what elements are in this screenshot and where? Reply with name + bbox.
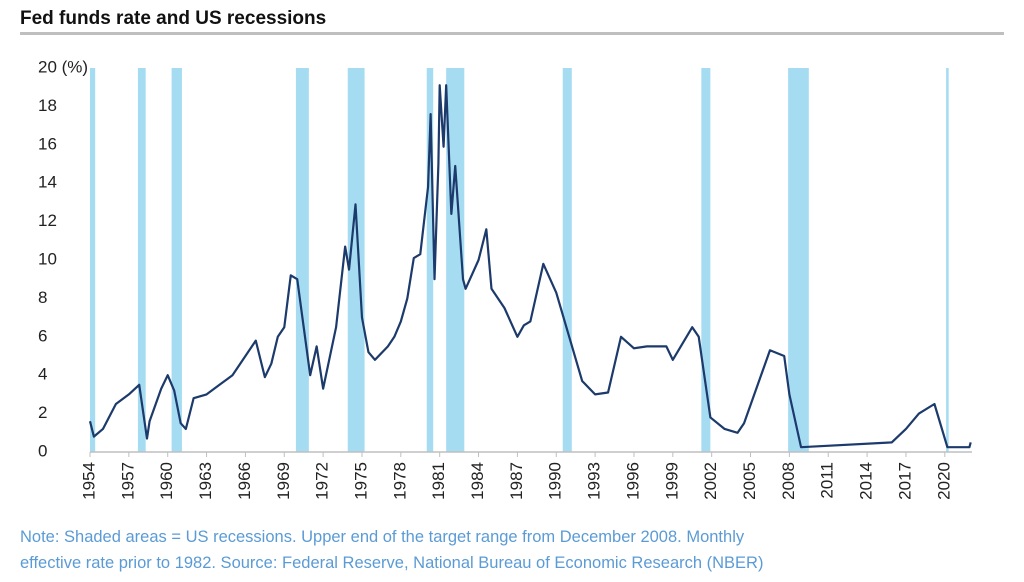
- y-tick-label: 20 (%): [38, 57, 88, 76]
- recession-band: [171, 68, 182, 452]
- chart-title: Fed funds rate and US recessions: [20, 8, 326, 29]
- title-rule: [20, 32, 1004, 35]
- plot: 0 2 4 6 8 10 12 14 16 18 20 (%) 1954 1957 1960 1963 196…: [38, 57, 972, 500]
- y-tick-label: 2: [38, 403, 47, 422]
- y-tick-label: 0: [38, 441, 47, 460]
- x-tick-label: 1984: [468, 462, 487, 500]
- x-tick-label: 1996: [623, 462, 642, 500]
- y-tick-label: 18: [38, 96, 57, 115]
- x-tick-label: 2017: [895, 462, 914, 500]
- recession-band: [446, 68, 465, 452]
- x-tick-label: 1975: [351, 462, 370, 500]
- rate-line: [88, 84, 972, 449]
- recession-band: [347, 68, 365, 452]
- y-tick-label: 12: [38, 211, 57, 230]
- recession-band: [90, 68, 96, 452]
- x-tick-label: 1987: [507, 462, 526, 500]
- x-tick-label: 1993: [585, 462, 604, 500]
- x-tick-label: 1969: [274, 462, 293, 500]
- x-tick-label: 2014: [857, 462, 876, 500]
- x-tick-label: 2002: [701, 462, 720, 500]
- recession-band: [701, 68, 711, 452]
- recessions: [90, 68, 949, 452]
- x-tick-label: 1972: [313, 462, 332, 500]
- recession-band: [562, 68, 572, 452]
- y-tick-label: 14: [38, 173, 57, 192]
- x-tick-label: 1990: [546, 462, 565, 500]
- x-tick-label: 1954: [79, 462, 98, 500]
- x-tick-label: 1966: [235, 462, 254, 500]
- recession-band: [137, 68, 146, 452]
- y-tick-label: 16: [38, 134, 57, 153]
- note: Note: Shaded areas = US recessions. Uppe…: [20, 528, 745, 546]
- x-tick-label: 1978: [390, 462, 409, 500]
- x-tick-label: 2008: [779, 462, 798, 500]
- x-tick-label: 1957: [118, 462, 137, 500]
- recession-band: [788, 68, 809, 452]
- y-tick-label: 6: [38, 326, 47, 345]
- x-tick-label: 1999: [662, 462, 681, 500]
- recession-band: [946, 68, 949, 452]
- x-tick-label: 2005: [740, 462, 759, 500]
- note: effective rate prior to 1982. Source: Fe…: [20, 554, 763, 572]
- x-tick-label: 1963: [196, 462, 215, 500]
- x-tick-label: 2020: [934, 462, 953, 500]
- y-tick-label: 8: [38, 288, 47, 307]
- x-tick-label: 2011: [818, 462, 837, 499]
- y-tick-label: 4: [38, 365, 47, 384]
- recession-band: [426, 68, 434, 452]
- x-tick-label: 1960: [157, 462, 176, 500]
- y-tick-label: 10: [38, 249, 57, 268]
- x-tick-label: 1981: [429, 462, 448, 500]
- recession-band: [295, 68, 309, 452]
